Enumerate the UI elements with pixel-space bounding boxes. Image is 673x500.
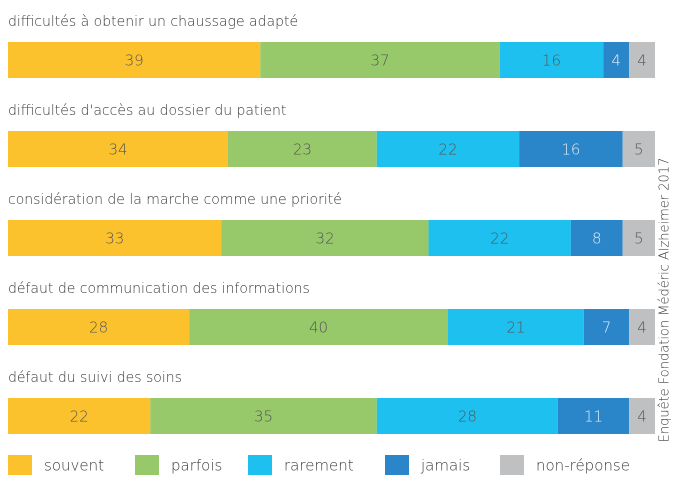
legend-swatch [500,455,524,475]
value-label: 16 [542,52,561,70]
legend-label: jamais [420,457,470,475]
value-label: 33 [105,230,124,248]
value-label: 32 [315,230,334,248]
source: Enquête Fondation Médéric Alzheimer 2017 [658,158,673,443]
value-label: 16 [561,141,580,159]
bar-segment [8,131,228,167]
bar-segment [8,42,261,78]
value-label: 4 [637,408,647,426]
value-label: 39 [125,52,144,70]
bar-segment [603,42,630,78]
bar-segment [428,220,571,256]
legend-label: parfois [171,457,222,475]
value-label: 8 [592,230,602,248]
value-label: 28 [458,408,477,426]
bar-segment [227,131,377,167]
legend-swatch [248,455,272,475]
legend-label: rarement [284,457,354,475]
category-label: défaut de communication des informations [8,281,310,297]
bar-segment [376,131,520,167]
legend-swatch [135,455,159,475]
value-label: 5 [634,141,644,159]
value-label: 28 [89,319,108,337]
bar-segment [150,398,377,434]
value-label: 11 [584,408,603,426]
legend-label: souvent [44,457,104,475]
bar-segment [8,220,222,256]
bar-segment [189,309,448,345]
bar-segment [622,131,655,167]
value-label: 4 [637,319,647,337]
bar-segment [221,220,429,256]
bar-segment [629,309,655,345]
value-label: 37 [370,52,389,70]
value-label: 22 [490,230,509,248]
bar-segment [8,309,190,345]
legend-swatch [8,455,32,475]
value-label: 7 [602,319,612,337]
bar-segment [629,42,655,78]
bar-segment [376,398,558,434]
bar-segment [570,220,623,256]
bar-segment [629,398,655,434]
value-label: 23 [293,141,312,159]
value-label: 34 [108,141,127,159]
value-label: 4 [637,52,647,70]
category-label: difficultés à obtenir un chaussage adapt… [8,14,298,30]
bar-segment [622,220,655,256]
bar-segment [583,309,630,345]
legend-swatch [385,455,409,475]
value-label: 4 [611,52,621,70]
category-label: difficultés d'accès au dossier du patien… [8,103,286,119]
value-label: 21 [506,319,525,337]
bar-segment [260,42,500,78]
value-label: 22 [70,408,89,426]
bar-segment [557,398,630,434]
category-label: défaut du suivi des soins [8,370,182,386]
value-label: 22 [438,141,457,159]
bar-segment [519,131,623,167]
value-label: 5 [634,230,644,248]
category-label: considération de la marche comme une pri… [8,192,342,208]
value-label: 40 [309,319,328,337]
bar-segment [499,42,604,78]
bar-segment [447,309,584,345]
value-label: 35 [254,408,273,426]
bar-segment [8,398,151,434]
legend-label: non-réponse [536,457,630,475]
